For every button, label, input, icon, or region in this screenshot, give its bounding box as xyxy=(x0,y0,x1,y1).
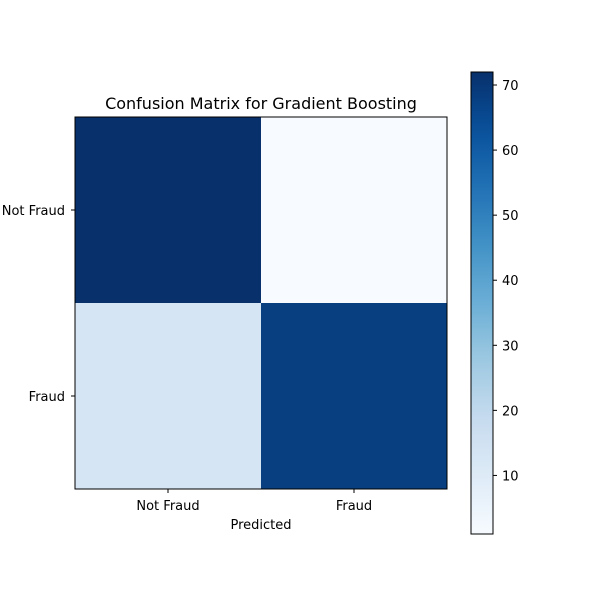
colorbar-tick-label: 70 xyxy=(502,79,519,94)
y-tick-label: Fraud xyxy=(29,390,65,405)
x-axis-ticks: Not Fraud Fraud xyxy=(136,489,372,514)
y-axis-ticks: Not Fraud Fraud xyxy=(2,204,75,405)
colorbar: 10 20 30 40 50 60 70 xyxy=(470,71,519,535)
y-tick-label: Not Fraud xyxy=(2,204,65,219)
heatmap-cell-r0-c1 xyxy=(261,117,448,304)
x-axis-label: Predicted xyxy=(230,518,291,533)
colorbar-tick-label: 40 xyxy=(502,274,519,289)
heatmap-cell-r1-c1 xyxy=(261,303,448,490)
heatmap-cell-r0-c0 xyxy=(75,117,262,304)
x-tick-label: Not Fraud xyxy=(136,499,199,514)
chart-title: Confusion Matrix for Gradient Boosting xyxy=(105,94,417,113)
x-tick-label: Fraud xyxy=(336,499,372,514)
colorbar-tick-label: 50 xyxy=(502,209,519,224)
colorbar-tick-label: 10 xyxy=(502,469,519,484)
plot-frame xyxy=(74,116,448,490)
heatmap-cell-r1-c0 xyxy=(75,303,262,490)
colorbar-gradient xyxy=(470,71,494,535)
colorbar-tick-label: 30 xyxy=(502,339,519,354)
colorbar-tick-label: 20 xyxy=(502,404,519,419)
colorbar-tick-label: 60 xyxy=(502,144,519,159)
heatmap-cells xyxy=(75,117,448,490)
